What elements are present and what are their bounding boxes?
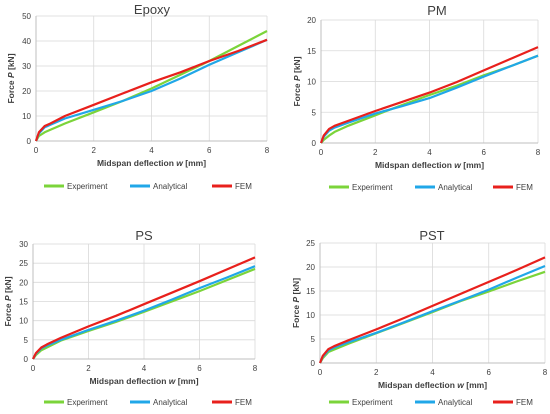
legend-label-fem: FEM [516, 183, 533, 192]
legend-label-fem: FEM [516, 398, 533, 407]
x-tick-label: 4 [430, 368, 435, 377]
y-tick-label: 10 [307, 78, 316, 87]
x-tick-label: 6 [207, 146, 212, 155]
y-tick-label: 0 [27, 137, 32, 146]
y-tick-label: 20 [307, 16, 316, 25]
y-axis-label: Force P [kN] [292, 56, 302, 106]
x-tick-label: 2 [374, 368, 379, 377]
legend-label-experiment: Experiment [352, 398, 393, 407]
chart-title: PS [135, 228, 153, 243]
x-axis-label: Midspan deflection w [mm] [97, 158, 206, 168]
y-tick-label: 10 [22, 112, 31, 121]
x-tick-label: 2 [92, 146, 97, 155]
y-tick-label: 25 [306, 239, 315, 248]
x-tick-label: 2 [86, 364, 91, 373]
y-tick-label: 0 [24, 355, 29, 364]
legend-label-analytical: Analytical [438, 398, 472, 407]
x-axis-label: Midspan deflection w [mm] [375, 160, 484, 170]
y-tick-label: 10 [306, 311, 315, 320]
x-tick-label: 4 [142, 364, 147, 373]
y-axis-label: Force P [kN] [3, 276, 13, 326]
y-tick-label: 0 [311, 359, 316, 368]
y-tick-label: 15 [19, 298, 28, 307]
x-tick-label: 4 [427, 148, 432, 157]
x-tick-label: 6 [482, 148, 487, 157]
y-tick-label: 30 [22, 62, 31, 71]
x-tick-label: 4 [149, 146, 154, 155]
legend-label-experiment: Experiment [67, 182, 108, 191]
y-tick-label: 15 [307, 47, 316, 56]
chart-title: Epoxy [134, 2, 171, 17]
x-axis-label: Midspan deflection w [mm] [89, 376, 198, 386]
x-tick-label: 8 [253, 364, 258, 373]
y-tick-label: 25 [19, 259, 28, 268]
series-line-fem [32, 256, 256, 360]
y-tick-label: 15 [306, 287, 315, 296]
y-tick-label: 10 [19, 317, 28, 326]
series-line-fem [34, 38, 268, 142]
x-tick-label: 6 [197, 364, 202, 373]
x-tick-label: 6 [487, 368, 492, 377]
y-tick-label: 20 [22, 87, 31, 96]
series-line-fem [318, 256, 546, 364]
x-tick-label: 8 [536, 148, 541, 157]
legend-label-analytical: Analytical [438, 183, 472, 192]
y-axis-label: Force P [kN] [6, 53, 16, 103]
series-line-fem [319, 46, 539, 144]
chart-title: PM [427, 3, 447, 18]
y-tick-label: 20 [19, 278, 28, 287]
legend-label-fem: FEM [235, 398, 252, 407]
x-tick-label: 0 [318, 368, 323, 377]
x-tick-label: 8 [543, 368, 548, 377]
x-tick-label: 0 [34, 146, 39, 155]
chart-title: PST [419, 228, 444, 243]
legend-label-experiment: Experiment [67, 398, 108, 407]
y-tick-label: 0 [312, 139, 317, 148]
x-tick-label: 0 [319, 148, 324, 157]
legend-label-analytical: Analytical [153, 182, 187, 191]
x-tick-label: 0 [31, 364, 36, 373]
y-tick-label: 30 [19, 240, 28, 249]
x-tick-label: 8 [265, 146, 270, 155]
legend-label-fem: FEM [235, 182, 252, 191]
y-tick-label: 20 [306, 263, 315, 272]
y-tick-label: 40 [22, 37, 31, 46]
legend-label-analytical: Analytical [153, 398, 187, 407]
y-axis-label: Force P [kN] [291, 278, 301, 328]
legend-label-experiment: Experiment [352, 183, 393, 192]
x-axis-label: Midspan deflection w [mm] [378, 380, 487, 390]
y-tick-label: 5 [311, 335, 316, 344]
y-tick-label: 50 [22, 12, 31, 21]
y-tick-label: 5 [312, 108, 317, 117]
y-tick-label: 5 [24, 336, 29, 345]
x-tick-label: 2 [373, 148, 378, 157]
